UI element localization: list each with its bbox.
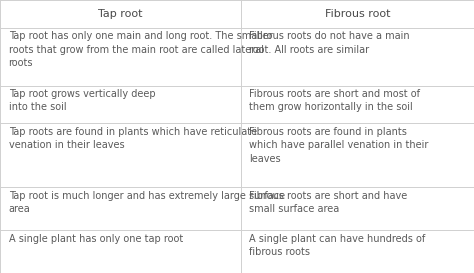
Text: Fibrous root: Fibrous root	[325, 9, 390, 19]
Text: Fibrous roots do not have a main
root. All roots are similar: Fibrous roots do not have a main root. A…	[249, 31, 410, 55]
Text: A single plant can have hundreds of
fibrous roots: A single plant can have hundreds of fibr…	[249, 233, 426, 257]
Text: Fibrous roots are short and have
small surface area: Fibrous roots are short and have small s…	[249, 191, 408, 214]
Text: Tap root grows vertically deep
into the soil: Tap root grows vertically deep into the …	[9, 89, 155, 112]
Text: Tap root: Tap root	[98, 9, 143, 19]
Text: Tap root has only one main and long root. The smaller
roots that grow from the m: Tap root has only one main and long root…	[9, 31, 272, 69]
Text: A single plant has only one tap root: A single plant has only one tap root	[9, 233, 183, 244]
Text: Tap root is much longer and has extremely large surface
area: Tap root is much longer and has extremel…	[9, 191, 285, 214]
Text: Fibrous roots are short and most of
them grow horizontally in the soil: Fibrous roots are short and most of them…	[249, 89, 420, 112]
Text: Fibrous roots are found in plants
which have parallel venation in their
leaves: Fibrous roots are found in plants which …	[249, 127, 428, 164]
Text: Tap roots are found in plants which have reticulate
venation in their leaves: Tap roots are found in plants which have…	[9, 127, 256, 150]
